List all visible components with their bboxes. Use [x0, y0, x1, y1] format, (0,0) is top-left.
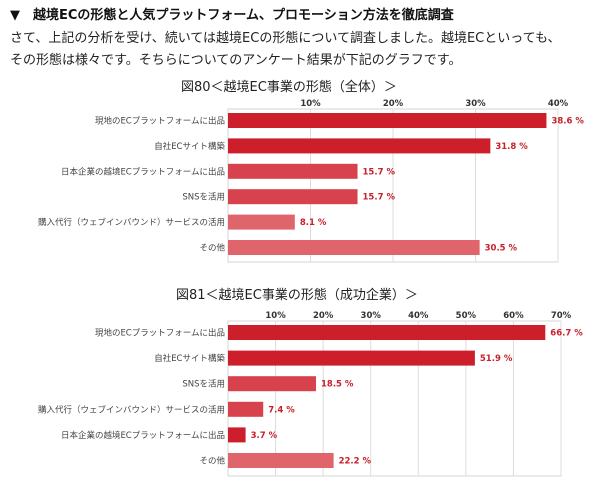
category-label: 購入代行（ウェブインバウンド）サービスの活用 — [38, 217, 225, 228]
x-tick-label: 40% — [408, 311, 429, 321]
bar — [228, 240, 480, 255]
data-label: 18.5 % — [321, 380, 354, 390]
category-label: その他 — [199, 243, 225, 254]
category-label: SNSを活用 — [182, 192, 225, 203]
bar — [228, 113, 547, 128]
category-label: 現地のECプラットフォームに出品 — [95, 116, 225, 127]
data-label: 38.6 % — [551, 117, 584, 127]
chart-81-title: 図81＜越境EC事業の形態（成功企業）＞ — [176, 288, 418, 303]
data-label: 15.7 % — [363, 167, 396, 177]
plot-frame — [227, 320, 562, 477]
bar — [228, 189, 358, 205]
data-label: 66.7 % — [550, 329, 583, 339]
bar — [228, 427, 246, 443]
category-label: 自社ECサイト構築 — [154, 353, 225, 364]
bar — [228, 376, 317, 392]
x-tick-label: 20% — [383, 99, 404, 109]
bar — [228, 453, 334, 468]
x-tick-label: 10% — [300, 99, 321, 109]
category-label: 自社ECサイト構築 — [154, 141, 225, 152]
data-label: 30.5 % — [485, 244, 518, 254]
category-label: 現地のECプラットフォームに出品 — [95, 328, 225, 339]
intro-paragraph-line-1: さて、上記の分析を受け、続いては越境ECの形態について調査しました。越境ECとい… — [10, 31, 561, 46]
category-label: その他 — [199, 456, 225, 467]
x-tick-label: 30% — [361, 311, 382, 321]
section-heading: ▼ 越境ECの形態と人気プラットフォーム、プロモーション方法を徹底調査 — [10, 8, 454, 23]
x-tick-label: 60% — [503, 311, 524, 321]
category-label: 日本企業の越境ECプラットフォームに出品 — [61, 430, 225, 441]
bar — [228, 138, 491, 154]
x-tick-label: 10% — [265, 311, 286, 321]
x-tick-label: 40% — [548, 99, 569, 109]
data-label: 15.7 % — [363, 193, 396, 203]
bar — [228, 325, 546, 340]
category-label: 購入代行（ウェブインバウンド）サービスの活用 — [38, 404, 225, 415]
chart-80-title: 図80＜越境EC事業の形態（全体）＞ — [181, 80, 397, 95]
x-tick-label: 50% — [456, 311, 477, 321]
data-label: 7.4 % — [268, 405, 295, 415]
bar — [228, 401, 264, 417]
bar — [228, 163, 358, 179]
data-label: 22.2 % — [339, 457, 372, 467]
category-label: 日本企業の越境ECプラットフォームに出品 — [61, 166, 225, 177]
data-label: 8.1 % — [300, 218, 327, 228]
data-label: 3.7 % — [251, 431, 278, 441]
category-label: SNSを活用 — [182, 379, 225, 390]
x-tick-label: 20% — [313, 311, 334, 321]
data-label: 31.8 % — [495, 142, 528, 152]
x-tick-label: 70% — [551, 311, 572, 321]
bar — [228, 350, 475, 366]
data-label: 51.9 % — [480, 354, 513, 364]
bar — [228, 214, 295, 230]
x-tick-label: 30% — [465, 99, 486, 109]
intro-paragraph-line-2: その形態は様々です。そちらについてのアンケート結果が下記のグラフです。 — [10, 53, 462, 68]
